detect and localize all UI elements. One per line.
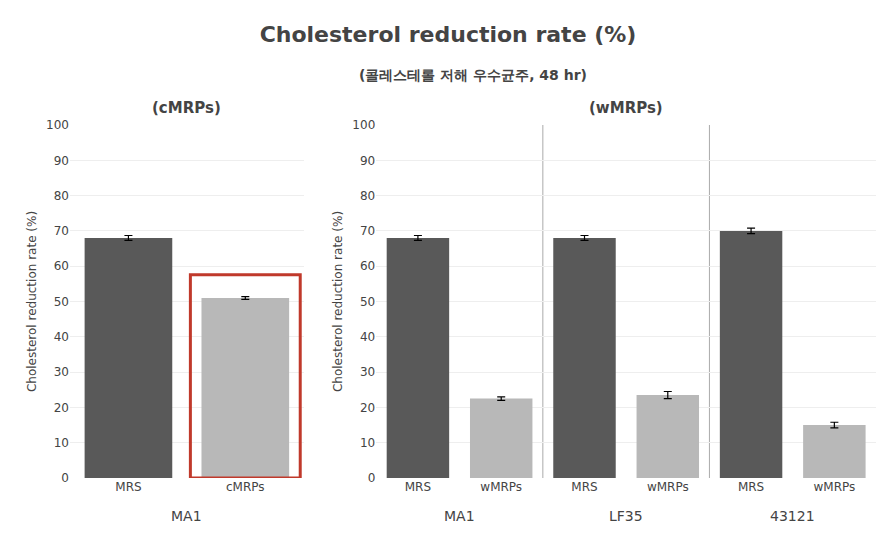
svg-text:(콜레스테롤 저해 우수균주, 48 hr): (콜레스테롤 저해 우수균주, 48 hr) bbox=[359, 67, 587, 83]
svg-text:50: 50 bbox=[360, 295, 375, 309]
svg-text:90: 90 bbox=[54, 154, 69, 168]
svg-text:100: 100 bbox=[46, 118, 69, 132]
svg-text:MRS: MRS bbox=[738, 480, 764, 494]
svg-text:Cholesterol reduction rate (%): Cholesterol reduction rate (%) bbox=[331, 211, 345, 392]
svg-text:90: 90 bbox=[360, 154, 375, 168]
svg-text:Cholesterol reduction rate (%): Cholesterol reduction rate (%) bbox=[260, 22, 637, 47]
svg-text:50: 50 bbox=[54, 295, 69, 309]
svg-text:MRS: MRS bbox=[571, 480, 597, 494]
svg-text:0: 0 bbox=[368, 471, 376, 485]
svg-text:20: 20 bbox=[360, 401, 375, 415]
svg-text:0: 0 bbox=[61, 471, 69, 485]
svg-text:MRS: MRS bbox=[405, 480, 431, 494]
svg-text:(cMRPs): (cMRPs) bbox=[152, 99, 221, 117]
svg-text:43121: 43121 bbox=[770, 508, 815, 524]
svg-text:80: 80 bbox=[54, 189, 69, 203]
svg-text:70: 70 bbox=[54, 224, 69, 238]
svg-text:40: 40 bbox=[360, 330, 375, 344]
svg-text:wMRPs: wMRPs bbox=[813, 480, 855, 494]
svg-text:cMRPs: cMRPs bbox=[226, 480, 265, 494]
svg-text:100: 100 bbox=[352, 118, 375, 132]
svg-text:wMRPs: wMRPs bbox=[480, 480, 522, 494]
svg-text:MA1: MA1 bbox=[171, 508, 202, 524]
svg-text:30: 30 bbox=[54, 365, 69, 379]
svg-text:Cholesterol reduction rate (%): Cholesterol reduction rate (%) bbox=[25, 211, 39, 392]
svg-text:MA1: MA1 bbox=[444, 508, 475, 524]
svg-text:LF35: LF35 bbox=[609, 508, 643, 524]
svg-text:wMRPs: wMRPs bbox=[647, 480, 689, 494]
svg-text:(wMRPs): (wMRPs) bbox=[589, 99, 663, 117]
svg-text:10: 10 bbox=[54, 436, 69, 450]
svg-text:60: 60 bbox=[360, 259, 375, 273]
svg-text:80: 80 bbox=[360, 189, 375, 203]
svg-text:70: 70 bbox=[360, 224, 375, 238]
svg-text:40: 40 bbox=[54, 330, 69, 344]
svg-text:20: 20 bbox=[54, 401, 69, 415]
svg-text:MRS: MRS bbox=[115, 480, 141, 494]
svg-text:10: 10 bbox=[360, 436, 375, 450]
svg-text:30: 30 bbox=[360, 365, 375, 379]
svg-text:60: 60 bbox=[54, 259, 69, 273]
